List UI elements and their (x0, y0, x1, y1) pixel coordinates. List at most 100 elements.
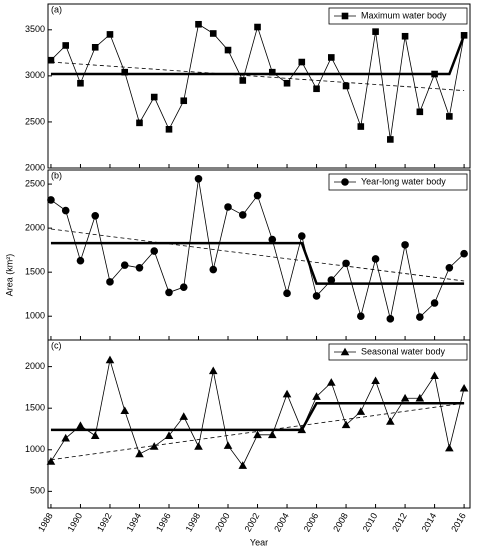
legend-label: Seasonal water body (361, 346, 446, 356)
y-tick-label: 3000 (25, 70, 45, 80)
series-line (50, 359, 465, 467)
marker (371, 255, 380, 263)
marker (62, 42, 70, 49)
marker (400, 393, 410, 402)
marker (238, 461, 248, 469)
marker (46, 457, 56, 465)
marker (341, 420, 351, 429)
marker (282, 389, 292, 398)
marker (386, 417, 395, 425)
marker (90, 431, 100, 439)
plot-frame (47, 339, 471, 509)
marker (328, 54, 335, 61)
legend-label: Maximum water body (361, 10, 447, 20)
marker (357, 312, 365, 321)
marker (386, 315, 395, 323)
marker (254, 23, 261, 31)
marker (238, 211, 247, 219)
x-axis-label: Year (250, 537, 268, 547)
y-tick-label: 2500 (25, 116, 45, 126)
marker (268, 235, 277, 244)
marker (165, 126, 173, 133)
marker (327, 276, 336, 284)
marker (239, 77, 247, 84)
series-line (50, 401, 465, 432)
y-tick-label: 1000 (25, 311, 45, 321)
y-tick-label: 500 (30, 486, 45, 496)
marker (298, 58, 306, 66)
marker (194, 175, 203, 183)
legend-box (328, 173, 468, 191)
marker (460, 249, 468, 258)
y-axis-label: Area (km²) (4, 254, 14, 297)
x-tick-label: 2004 (272, 511, 291, 533)
marker (313, 85, 320, 93)
panel-label: (a) (51, 4, 62, 14)
legend-box (328, 343, 468, 361)
marker (253, 430, 262, 439)
marker (445, 443, 454, 452)
series-line (50, 228, 465, 282)
marker (268, 68, 276, 76)
x-tick-label: 1994 (125, 511, 144, 533)
marker (341, 12, 349, 20)
y-tick-label: 1500 (25, 267, 45, 277)
series-line (50, 23, 465, 140)
marker (165, 288, 173, 297)
marker (179, 283, 188, 291)
y-tick-label: 2500 (25, 178, 45, 188)
x-tick-label: 2012 (390, 511, 409, 533)
marker (47, 56, 55, 64)
marker (371, 376, 380, 385)
x-tick-label: 1996 (154, 511, 173, 533)
marker (401, 32, 409, 40)
marker (253, 191, 262, 200)
marker (150, 93, 158, 101)
series-line (50, 178, 465, 319)
marker (312, 292, 321, 300)
legend-label: Year-long water body (361, 176, 446, 186)
marker (121, 68, 129, 76)
y-tick-label: 3500 (25, 24, 45, 34)
x-tick-label: 1992 (95, 511, 114, 533)
marker (135, 263, 144, 272)
x-tick-label: 2014 (420, 511, 439, 533)
marker (430, 299, 439, 307)
marker (342, 82, 350, 90)
panel-label: (c) (51, 340, 62, 350)
marker (91, 212, 100, 220)
plot-frame (47, 3, 471, 169)
marker (77, 79, 84, 87)
marker (120, 261, 129, 269)
marker (327, 378, 336, 386)
series-line (50, 34, 466, 76)
marker (76, 256, 85, 265)
marker (164, 431, 174, 439)
x-tick-label: 1998 (184, 511, 203, 533)
marker (416, 108, 424, 116)
marker (401, 241, 409, 249)
y-tick-label: 2000 (25, 361, 45, 371)
marker (446, 113, 453, 120)
marker (149, 442, 159, 450)
y-tick-label: 1500 (25, 403, 45, 413)
marker (312, 392, 321, 400)
marker (372, 28, 379, 35)
marker (105, 355, 115, 364)
marker (387, 136, 394, 143)
marker (356, 407, 366, 415)
marker (106, 278, 114, 286)
marker (416, 313, 424, 321)
series-line (50, 61, 465, 92)
marker (47, 196, 55, 204)
marker (150, 247, 159, 255)
marker (61, 433, 71, 442)
marker (106, 31, 114, 38)
legend-box (328, 7, 468, 25)
marker (61, 206, 70, 215)
marker (283, 79, 291, 87)
y-tick-label: 2000 (25, 223, 45, 233)
marker (136, 119, 143, 127)
marker (460, 32, 468, 39)
series-line (50, 241, 465, 285)
